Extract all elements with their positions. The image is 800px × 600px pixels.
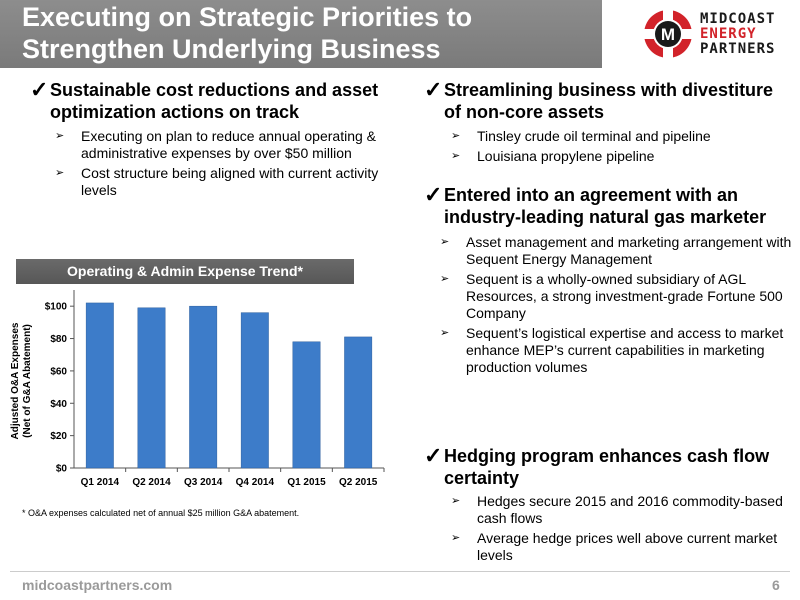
arrow-bullet-icon: ➢ — [451, 495, 461, 507]
x-tick-label: Q2 2014 — [132, 477, 171, 488]
y-tick-label: $80 — [50, 334, 67, 345]
chart-title: Operating & Admin Expense Trend* — [16, 259, 354, 284]
chart-footnote: * O&A expenses calculated net of annual … — [22, 508, 300, 518]
y-axis-label-line-2: (Net of G&A Abatement) — [22, 324, 33, 438]
section-heading-divestiture: ✓ Streamlining business with divestiture… — [424, 79, 794, 123]
bullet-list-divestiture: ➢ Tinsley crude oil terminal and pipeline… — [424, 128, 794, 165]
bar-q1-2014 — [85, 302, 114, 469]
arrow-bullet-icon: ➢ — [451, 532, 461, 544]
bar-q4-2014 — [240, 312, 269, 469]
list-item: ➢ Sequent’s logistical expertise and acce… — [440, 325, 784, 375]
x-tick-label: Q3 2014 — [184, 477, 223, 488]
check-mark-icon: ✓ — [424, 182, 443, 207]
arrow-bullet-icon: ➢ — [440, 327, 450, 339]
heading-text: Entered into an agreement with an indust… — [444, 185, 767, 227]
logo-wordmark: MIDCOAST ENERGY PARTNERS — [700, 12, 775, 57]
x-tick-label: Q2 2015 — [339, 477, 378, 488]
footer-url: midcoastpartners.com — [22, 577, 173, 593]
check-mark-icon: ✓ — [30, 77, 49, 102]
logo-word-midcoast: MIDCOAST — [700, 11, 776, 27]
expense-trend-chart: Adjusted O&A Expenses (Net of G&A Abateme… — [10, 290, 385, 488]
heading-text: Sustainable cost reductions and asset op… — [50, 80, 379, 122]
arrow-bullet-icon: ➢ — [55, 167, 65, 179]
right-section-divestiture: ✓ Streamlining business with divestiture… — [424, 79, 794, 168]
logo-mark-icon: M — [642, 8, 694, 60]
bullet-list-cost: ➢ Executing on plan to reduce annual oper… — [30, 128, 390, 199]
right-section-hedging: ✓ Hedging program enhances cash flow cer… — [424, 445, 794, 567]
bar-q2-2015 — [344, 336, 373, 469]
footer-divider — [10, 571, 790, 572]
left-section-cost: ✓ Sustainable cost reductions and asset … — [30, 79, 390, 202]
list-item: ➢ Average hedge prices well above current… — [451, 530, 778, 563]
list-item: ➢ Tinsley crude oil terminal and pipeline — [451, 128, 711, 144]
y-tick-label: $0 — [56, 464, 68, 475]
arrow-bullet-icon: ➢ — [451, 130, 461, 142]
heading-text: Hedging program enhances cash flow certa… — [444, 446, 770, 488]
bar-q2-2014 — [137, 307, 166, 469]
list-item: ➢ Executing on plan to reduce annual oper… — [55, 128, 376, 161]
list-item: ➢ Louisiana propylene pipeline — [451, 148, 655, 164]
arrow-bullet-icon: ➢ — [55, 130, 65, 142]
section-heading-cost: ✓ Sustainable cost reductions and asset … — [30, 79, 390, 123]
x-tick-label: Q1 2014 — [81, 477, 120, 488]
list-item: ➢ Cost structure being aligned with curre… — [55, 165, 379, 198]
page-number: 6 — [772, 577, 780, 593]
bullet-list-hedging: ➢ Hedges secure 2015 and 2016 commodity-b… — [424, 493, 794, 564]
title-line-2: Strengthen Underlying Business — [22, 34, 441, 64]
logo-letter: M — [661, 25, 675, 44]
logo-word-energy: ENERGY — [700, 26, 757, 42]
logo-word-partners: PARTNERS — [700, 41, 776, 57]
bar-q3-2014 — [189, 305, 218, 469]
list-item: ➢ Hedges secure 2015 and 2016 commodity-b… — [451, 493, 783, 526]
check-mark-icon: ✓ — [424, 77, 443, 102]
section-heading-agreement: ✓ Entered into an agreement with an indu… — [424, 184, 794, 228]
check-mark-icon: ✓ — [424, 443, 443, 468]
bar-q1-2015 — [292, 341, 321, 469]
x-tick-label: Q1 2015 — [287, 477, 326, 488]
list-item: ➢ Asset management and marketing arrangem… — [440, 234, 792, 267]
right-section-agreement: ✓ Entered into an agreement with an indu… — [424, 184, 794, 379]
header-bar: Executing on Strategic Priorities to Str… — [0, 0, 800, 68]
heading-text: Streamlining business with divestiture o… — [444, 80, 774, 122]
y-tick-label: $60 — [50, 366, 67, 377]
arrow-bullet-icon: ➢ — [440, 236, 450, 248]
y-tick-label: $40 — [50, 399, 67, 410]
bullet-list-agreement: ➢ Asset management and marketing arrangem… — [424, 234, 794, 376]
arrow-bullet-icon: ➢ — [451, 150, 461, 162]
list-item: ➢ Sequent is a wholly-owned subsidiary of… — [440, 271, 783, 321]
company-logo: M MIDCOAST ENERGY PARTNERS — [602, 0, 800, 68]
x-tick-label: Q4 2014 — [236, 477, 275, 488]
page-title: Executing on Strategic Priorities to Str… — [22, 1, 582, 65]
arrow-bullet-icon: ➢ — [440, 273, 450, 285]
y-tick-label: $100 — [45, 302, 68, 313]
y-axis-label-line-1: Adjusted O&A Expenses — [10, 322, 21, 439]
title-line-1: Executing on Strategic Priorities to — [22, 2, 473, 32]
section-heading-hedging: ✓ Hedging program enhances cash flow cer… — [424, 445, 794, 489]
y-tick-label: $20 — [50, 431, 67, 442]
